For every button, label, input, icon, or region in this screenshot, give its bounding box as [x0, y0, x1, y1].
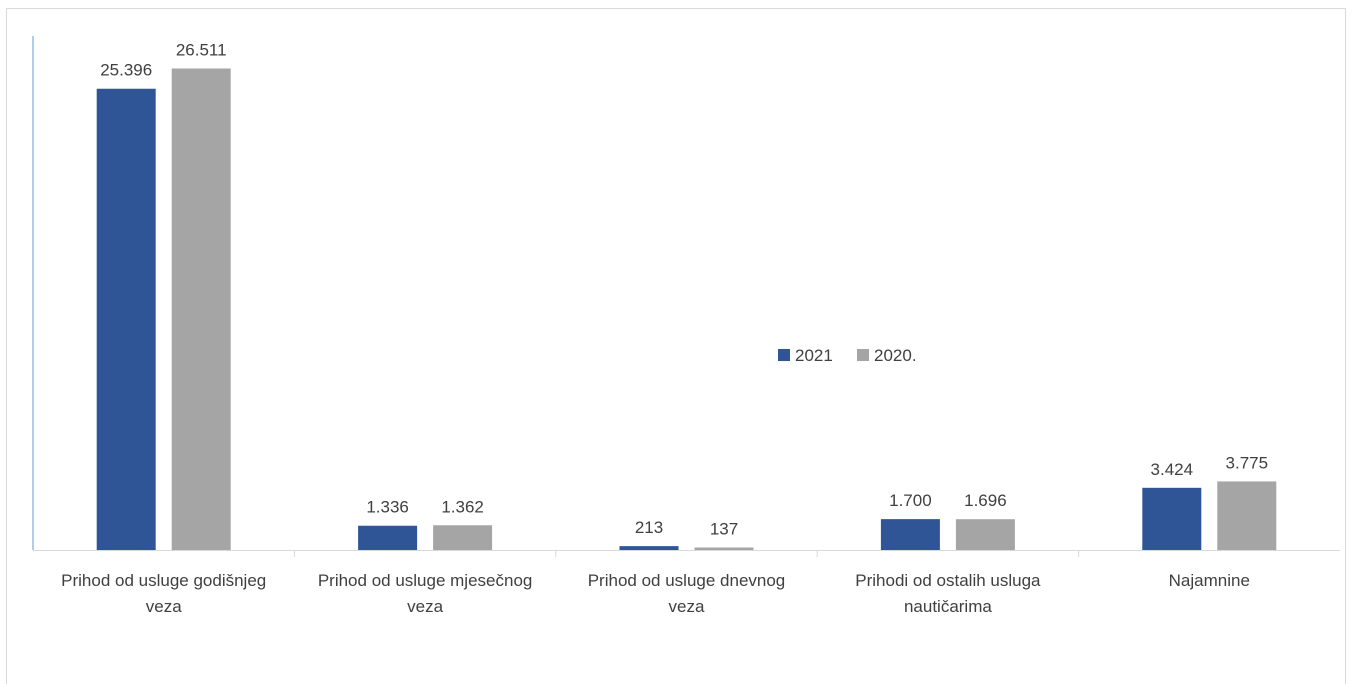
category-label: veza — [669, 597, 705, 616]
legend-label: 2021 — [795, 346, 833, 365]
legend-label: 2020. — [874, 346, 917, 365]
data-label: 213 — [635, 518, 663, 537]
data-label: 25.396 — [100, 61, 152, 80]
category-label: Prihod od usluge godišnjeg — [61, 571, 266, 590]
data-label: 3.424 — [1151, 460, 1194, 479]
bar — [694, 547, 754, 550]
bar — [1217, 481, 1277, 550]
category-label: Prihod od usluge mjesečnog — [318, 571, 533, 590]
bar — [96, 88, 156, 551]
bar — [171, 68, 231, 550]
category-label: veza — [146, 597, 182, 616]
bar — [880, 519, 940, 550]
legend-swatch — [778, 349, 790, 361]
bar — [955, 519, 1015, 550]
category-label: Prihodi od ostalih usluga — [855, 571, 1041, 590]
bar — [619, 546, 679, 550]
bars — [96, 68, 1277, 551]
category-tick-labels: Prihod od usluge godišnjeg veza Prihod od … — [61, 571, 1250, 616]
data-label: 3.775 — [1226, 453, 1269, 472]
data-label: 26.511 — [176, 40, 227, 59]
data-label: 1.362 — [441, 497, 484, 516]
bar — [433, 525, 493, 550]
legend: 2021 2020. — [778, 346, 917, 365]
data-label: 137 — [710, 520, 738, 539]
data-label: 1.696 — [964, 491, 1007, 510]
category-label: Prihod od usluge dnevnog — [588, 571, 786, 590]
data-label: 1.336 — [366, 498, 409, 517]
data-labels: 25.396 26.511 1.336 1.362 213 137 1.700 1.696 3.… — [100, 40, 1268, 538]
category-label: Najamnine — [1169, 571, 1250, 590]
category-label: veza — [407, 597, 443, 616]
legend-swatch — [857, 349, 869, 361]
bar — [358, 525, 418, 550]
bar — [1142, 487, 1202, 550]
chart-axes — [32, 36, 1340, 557]
data-label: 1.700 — [889, 491, 932, 510]
category-label: nautičarima — [904, 597, 992, 616]
